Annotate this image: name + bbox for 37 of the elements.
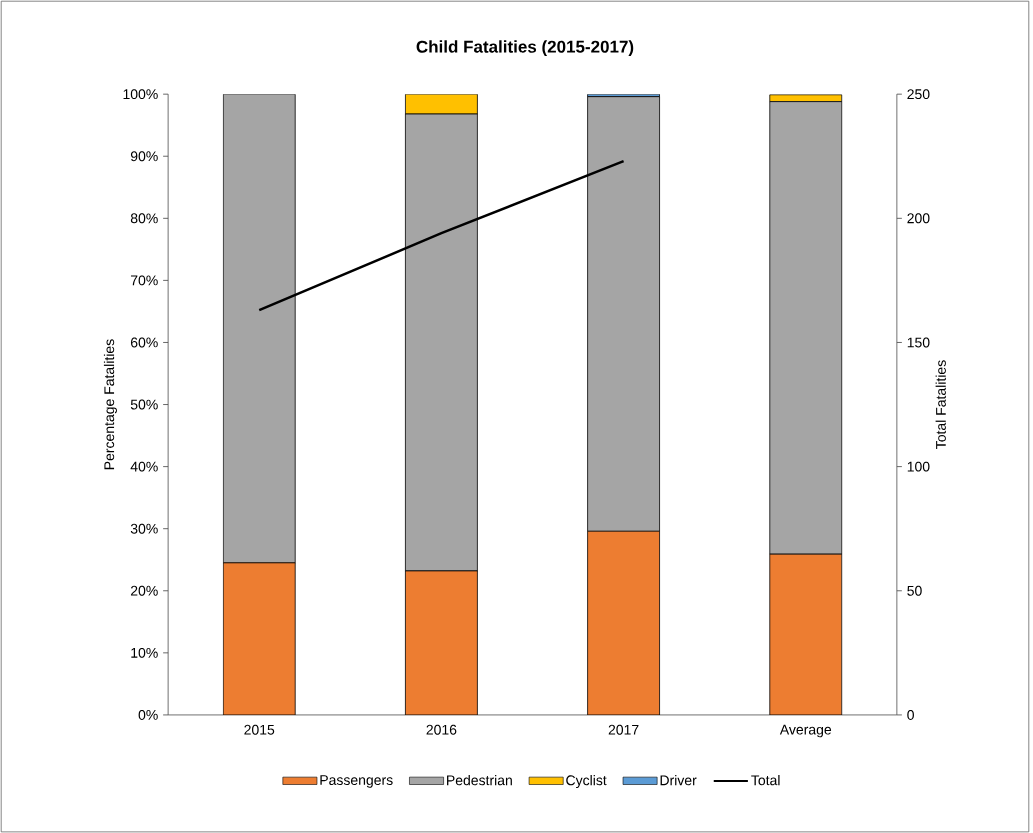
- y-tick-label: 10%: [131, 647, 158, 658]
- y-tick-label: 0%: [138, 709, 158, 720]
- legend-label: Cyclist: [566, 774, 607, 788]
- x-tick-label: 2017: [608, 724, 639, 735]
- y-axis-title: Percentage Fatalities: [103, 339, 117, 470]
- legend-label: Driver: [660, 774, 697, 786]
- y-tick-label: 50%: [130, 399, 158, 410]
- y-tick-label: 70%: [130, 275, 158, 286]
- x-tick-label: 2015: [244, 724, 275, 735]
- legend-label: Total: [751, 774, 780, 786]
- bar: [587, 96, 660, 532]
- bar: [405, 113, 478, 572]
- chart-title: Child Fatalities (2015-2017): [416, 40, 634, 57]
- y-tick-label: 90%: [130, 151, 158, 162]
- y2-tick-label: 0: [907, 709, 914, 720]
- y2-tick-label: 200: [907, 213, 930, 224]
- y2-axis-title: Total Fatalities: [935, 360, 946, 449]
- y-tick-label: 80%: [130, 213, 158, 224]
- y2-tick-label: 150: [907, 337, 930, 348]
- y2-tick-label: 250: [907, 89, 930, 100]
- x-tick-label: 2016: [426, 724, 457, 735]
- y-tick-label: 20%: [130, 585, 158, 596]
- bar: [587, 530, 660, 715]
- bar: [222, 94, 296, 564]
- bar: [222, 562, 296, 715]
- bar: [405, 570, 478, 715]
- y2-tick-label: 100: [907, 461, 930, 472]
- x-tick-label: Average: [779, 724, 832, 738]
- y-tick-label: 100%: [123, 89, 158, 100]
- legend-label: Pedestrian: [447, 774, 512, 786]
- y-tick-label: 60%: [130, 337, 158, 348]
- bar: [769, 101, 843, 555]
- y-tick-label: 30%: [130, 523, 158, 534]
- bar: [769, 553, 843, 715]
- y2-tick-label: 50: [907, 585, 922, 596]
- legend-label: Passengers: [320, 775, 393, 788]
- y-tick-label: 40%: [130, 461, 158, 472]
